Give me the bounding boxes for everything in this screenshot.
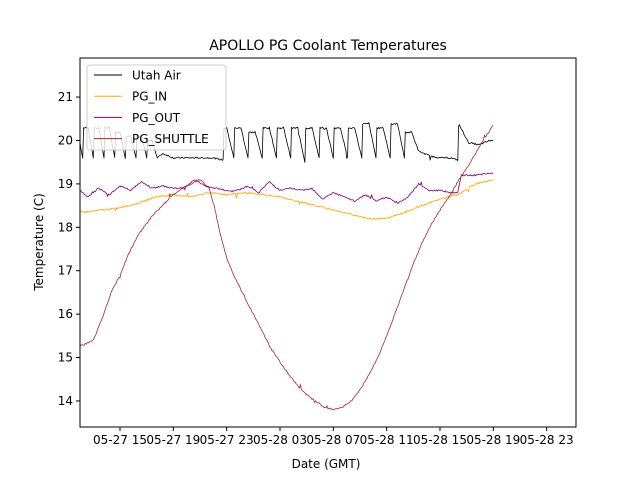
- legend: Utah Air PG_IN PG_OUT PG_SHUTTLE: [86, 64, 227, 151]
- y-tick-label: 21: [58, 90, 73, 104]
- legend-label: Utah Air: [132, 69, 181, 83]
- legend-label: PG_OUT: [132, 111, 181, 125]
- x-tick-label: 05-28 11: [360, 433, 414, 447]
- y-tick-label: 15: [58, 351, 73, 365]
- chart-title: APOLLO PG Coolant Temperatures: [209, 38, 447, 54]
- legend-label: PG_IN: [132, 90, 167, 104]
- y-axis-label: Temperature (C): [32, 193, 46, 292]
- x-tick-label: 05-28 07: [306, 433, 360, 447]
- x-axis: 05-27 15 05-27 19 05-27 23 05-28 03 05-28 07…: [93, 427, 574, 447]
- x-axis-label: Date (GMT): [292, 457, 361, 471]
- x-tick-label: 05-27 23: [200, 433, 254, 447]
- x-tick-label: 05-28 03: [253, 433, 307, 447]
- y-tick-label: 14: [58, 394, 73, 408]
- x-tick-label: 05-28 19: [466, 433, 520, 447]
- x-tick-label: 05-28 23: [520, 433, 574, 447]
- series-line-pg-shuttle: [80, 124, 494, 411]
- y-tick-label: 18: [58, 220, 73, 234]
- y-tick-label: 19: [58, 177, 73, 191]
- legend-label: PG_SHUTTLE: [132, 132, 209, 146]
- y-tick-label: 17: [58, 264, 73, 278]
- plot-frame: [79, 57, 577, 428]
- legend-box: [86, 64, 227, 151]
- x-tick-label: 05-27 15: [93, 433, 147, 447]
- y-tick-label: 16: [58, 307, 73, 321]
- x-tick-label: 05-28 15: [413, 433, 467, 447]
- y-axis: 14 15 16 17 18 19 20 21: [58, 90, 80, 408]
- series-line-pg-out: [80, 172, 494, 204]
- series-line-pg-in: [80, 179, 494, 220]
- y-tick-label: 20: [58, 133, 73, 147]
- x-tick-label: 05-27 19: [146, 433, 200, 447]
